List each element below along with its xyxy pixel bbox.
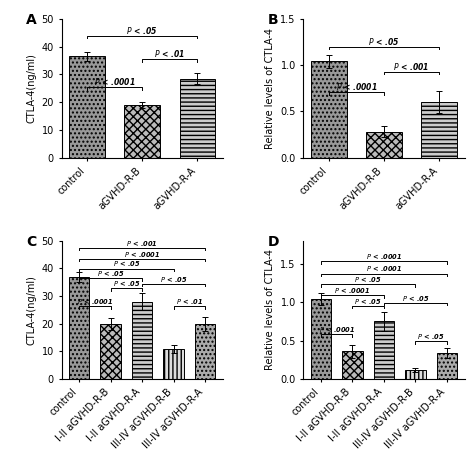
Bar (366, 132, 402, 157)
Text: $\it{P}$ < .05: $\it{P}$ < .05 (401, 293, 429, 302)
Bar (195, 324, 216, 379)
Bar (69, 277, 90, 379)
Text: $\it{P}$ < .0001: $\it{P}$ < .0001 (124, 250, 160, 259)
Bar (69, 56, 105, 157)
Text: $\it{P}$ < .05: $\it{P}$ < .05 (355, 275, 382, 284)
Bar (421, 102, 457, 157)
Text: $\it{P}$ < .05: $\it{P}$ < .05 (113, 279, 140, 288)
Bar (310, 62, 346, 157)
Text: $\it{P}$ < .0001: $\it{P}$ < .0001 (94, 76, 135, 87)
Text: $\it{P}$ < .05: $\it{P}$ < .05 (368, 36, 400, 47)
Text: $\it{P}$ < .05: $\it{P}$ < .05 (160, 274, 188, 283)
Text: $\it{P}$ < .0001: $\it{P}$ < .0001 (366, 252, 402, 261)
Bar (437, 353, 457, 379)
Text: $\it{P}$ < .05: $\it{P}$ < .05 (355, 297, 382, 306)
Bar (132, 301, 153, 379)
Text: $\it{P}$ < .01: $\it{P}$ < .01 (176, 297, 203, 306)
Bar (124, 105, 160, 157)
Text: $\it{P}$ < .05: $\it{P}$ < .05 (97, 269, 125, 278)
Y-axis label: Relative levels of CTLA-4: Relative levels of CTLA-4 (265, 249, 275, 370)
Y-axis label: CTLA-4(ng/ml): CTLA-4(ng/ml) (26, 275, 36, 345)
Y-axis label: Relative levels of CTLA-4: Relative levels of CTLA-4 (265, 28, 275, 149)
Bar (100, 324, 121, 379)
Bar (374, 321, 394, 379)
Y-axis label: CTLA-4(ng/ml): CTLA-4(ng/ml) (26, 53, 36, 123)
Text: $\it{P}$ < .001: $\it{P}$ < .001 (393, 61, 430, 72)
Text: $\it{P}$ < .05: $\it{P}$ < .05 (418, 332, 445, 341)
Text: $\it{P}$ < .01: $\it{P}$ < .01 (155, 48, 185, 59)
Bar (164, 349, 184, 379)
Text: $\it{P}$ < .05: $\it{P}$ < .05 (127, 25, 158, 36)
Bar (310, 299, 331, 379)
Text: $\it{P}$ < .0001: $\it{P}$ < .0001 (319, 325, 355, 334)
Bar (342, 352, 363, 379)
Text: D: D (268, 235, 279, 249)
Bar (405, 370, 426, 379)
Text: $\it{P}$ < .0001: $\it{P}$ < .0001 (336, 81, 377, 92)
Text: $\it{P}$ < .0001: $\it{P}$ < .0001 (334, 286, 371, 295)
Text: $\it{P}$ < .0001: $\it{P}$ < .0001 (366, 264, 402, 273)
Text: $\it{P}$ < .05: $\it{P}$ < .05 (113, 259, 140, 268)
Bar (180, 79, 216, 157)
Text: B: B (268, 13, 279, 27)
Text: $\it{P}$ < .001: $\it{P}$ < .001 (127, 238, 158, 247)
Text: $\it{P}$ < .0001: $\it{P}$ < .0001 (77, 297, 113, 306)
Text: A: A (26, 13, 37, 27)
Text: C: C (26, 235, 36, 249)
